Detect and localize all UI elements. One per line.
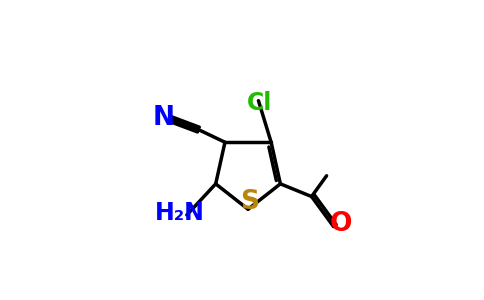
Text: S: S: [240, 189, 259, 215]
Text: H₂N: H₂N: [155, 201, 205, 225]
Text: Cl: Cl: [247, 91, 272, 115]
Text: N: N: [153, 105, 175, 131]
Text: O: O: [329, 211, 352, 237]
